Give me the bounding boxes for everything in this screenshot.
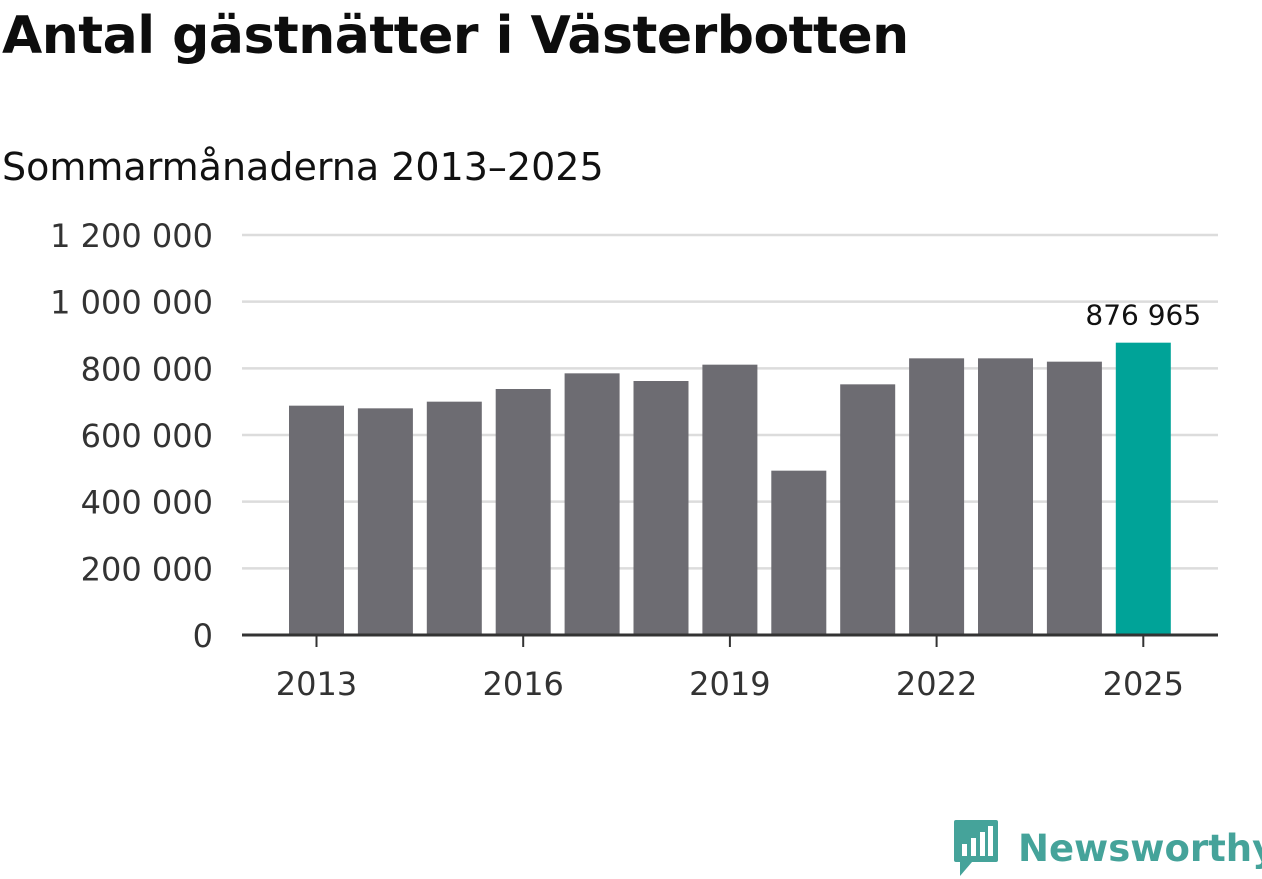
y-tick-label: 400 000 — [81, 484, 213, 522]
y-tick-label: 1 000 000 — [50, 284, 213, 322]
bar-2013 — [289, 405, 344, 635]
y-tick-label: 0 — [193, 617, 213, 655]
y-tick-label: 600 000 — [81, 417, 213, 455]
bar-2018 — [633, 381, 689, 635]
bar-2022 — [909, 358, 965, 635]
y-tick-label: 800 000 — [81, 350, 213, 388]
bar-2021 — [840, 384, 896, 635]
bar-2014 — [357, 408, 413, 635]
x-tick-label: 2016 — [482, 665, 563, 703]
bar-2024 — [1046, 361, 1102, 635]
x-tick-label: 2022 — [896, 665, 977, 703]
x-tick-label: 2019 — [689, 665, 770, 703]
bar-chart: 0 200 000 400 000 600 000 800 000 1 000 000 1 … — [50, 217, 1218, 703]
x-tick-label: 2025 — [1103, 665, 1184, 703]
brand-name: Newsworthy — [1018, 826, 1262, 870]
data-label: 876 965 — [1085, 299, 1201, 332]
bar-2016 — [495, 389, 551, 635]
y-tick-label: 1 200 000 — [50, 217, 213, 255]
bar-2015 — [426, 401, 482, 635]
bar-2017 — [564, 373, 620, 635]
chart-subtitle: Sommarmånaderna 2013–2025 — [2, 145, 604, 189]
bar-2023 — [978, 358, 1033, 635]
bar-2025 — [1115, 342, 1171, 635]
chart-title: Antal gästnätter i Västerbotten — [2, 6, 909, 66]
newsworthy-logo-icon — [954, 820, 998, 876]
x-tick-label: 2013 — [276, 665, 357, 703]
newsworthy-logo: Newsworthy — [952, 818, 1262, 878]
y-tick-label: 200 000 — [81, 550, 213, 588]
bar-2020 — [771, 470, 827, 635]
bar-2019 — [702, 364, 758, 635]
